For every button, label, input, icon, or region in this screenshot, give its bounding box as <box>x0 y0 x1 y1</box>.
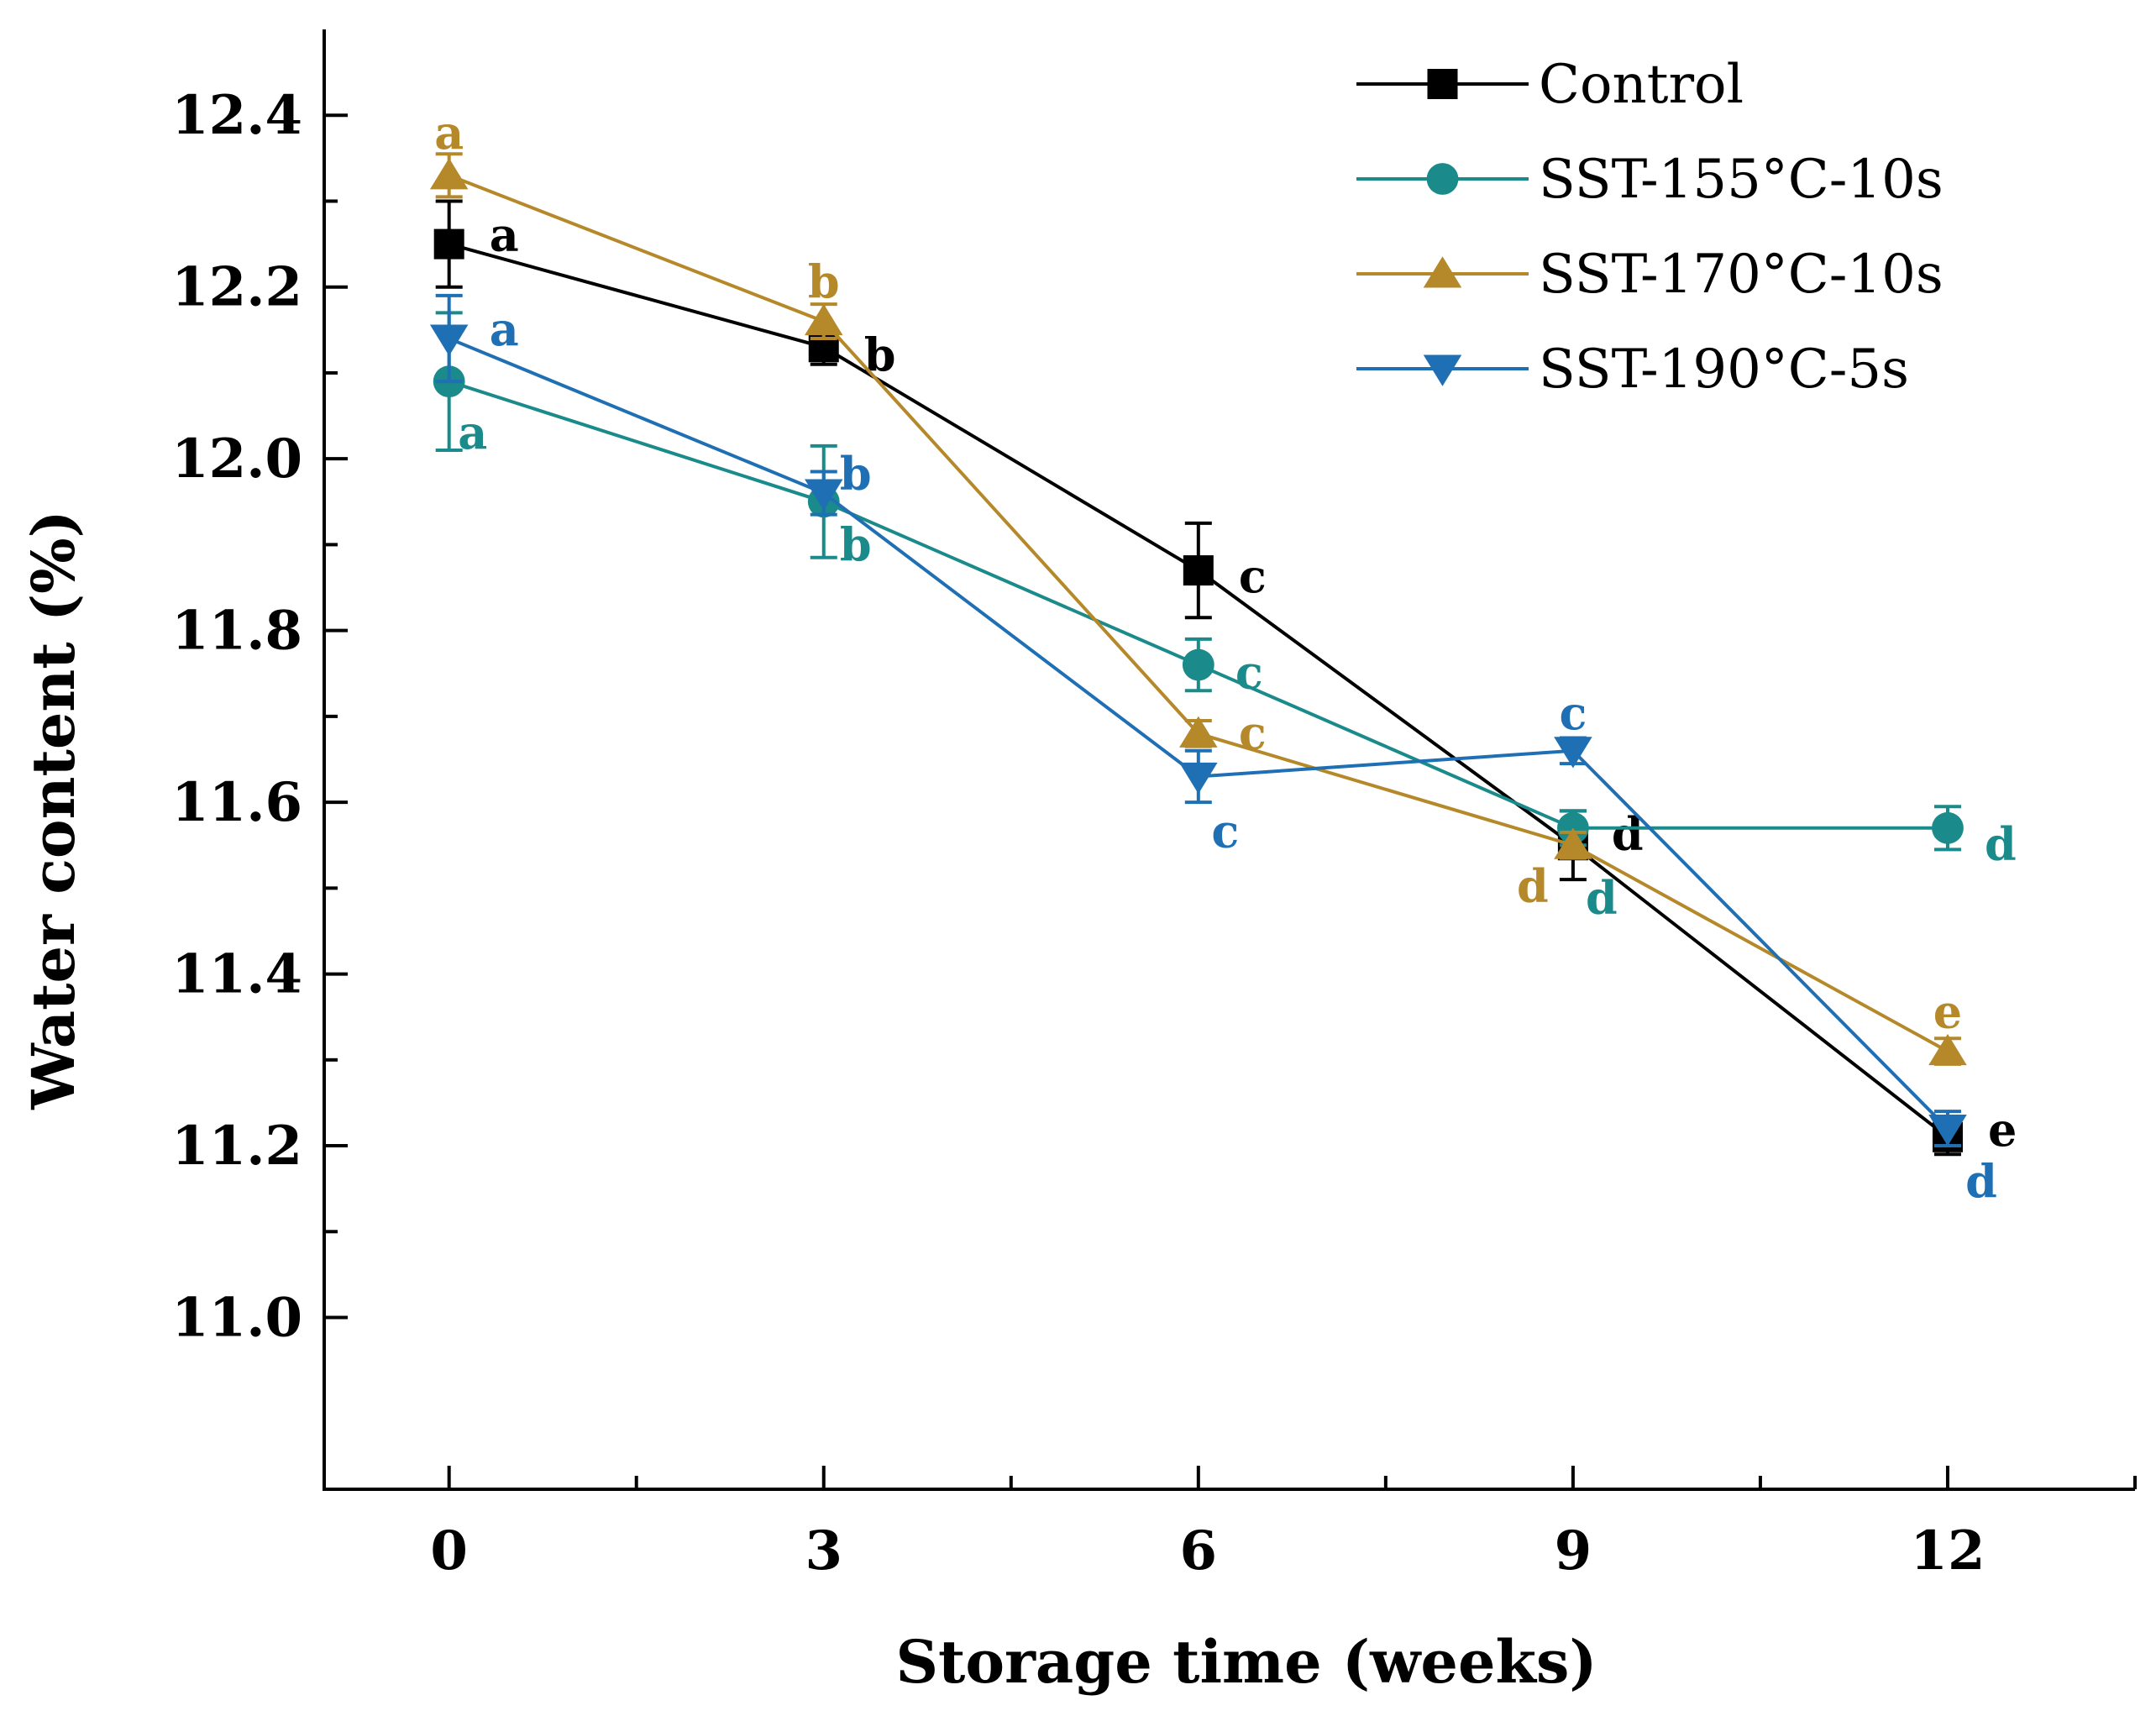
significance-letter: c <box>1211 804 1239 858</box>
y-tick-label: 12.4 <box>171 84 302 147</box>
y-tick-label: 12.0 <box>171 428 302 491</box>
data-point-sst-190 <box>1179 762 1218 795</box>
data-point-sst-170 <box>429 158 469 190</box>
significance-letter: a <box>490 302 519 356</box>
legend-label: SST-170°C-10s <box>1539 244 1944 306</box>
series-sst-170: a b c d e <box>429 106 1967 1066</box>
data-point-sst-170 <box>1554 827 1592 859</box>
x-axis-title: Storage time (weeks) <box>895 1627 1597 1697</box>
significance-letter: e <box>1933 985 1962 1039</box>
data-point-sst-190 <box>804 479 843 511</box>
significance-letter: d <box>1965 1155 1997 1209</box>
legend-label: Control <box>1539 54 1744 116</box>
x-tick-label: 6 <box>1180 1519 1218 1582</box>
legend-entry-sst-155: SST-155°C-10s <box>1356 149 1944 211</box>
y-tick-label: 11.2 <box>171 1115 302 1178</box>
significance-letter: c <box>1235 646 1263 700</box>
data-point-sst-190 <box>1554 737 1592 769</box>
significance-letter: d <box>1586 871 1618 925</box>
data-point-control <box>1183 555 1214 586</box>
significance-letter: c <box>1239 549 1267 603</box>
legend: Control SST-155°C-10s SST-170°C-10s SST-190… <box>1356 54 1944 401</box>
legend-marker <box>1426 163 1459 195</box>
significance-letter: d <box>1985 817 2017 871</box>
significance-letter: c <box>1239 706 1267 759</box>
data-point-sst-155 <box>1932 811 1964 844</box>
legend-marker <box>1423 354 1462 386</box>
significance-letter: a <box>458 406 487 459</box>
data-point-control <box>433 228 464 260</box>
x-tick-label: 3 <box>805 1519 842 1582</box>
significance-letter: b <box>864 328 896 381</box>
significance-letter: b <box>808 255 840 309</box>
y-tick-label: 11.4 <box>171 943 302 1006</box>
data-point-sst-190 <box>1928 1115 1967 1147</box>
x-tick-label: 12 <box>1910 1519 1985 1582</box>
data-point-sst-170 <box>1179 716 1218 748</box>
legend-marker <box>1427 69 1458 99</box>
x-tick-label: 0 <box>430 1519 468 1582</box>
data-point-sst-190 <box>429 324 469 356</box>
significance-letter: d <box>1517 859 1549 913</box>
significance-letter: a <box>434 106 464 160</box>
y-tick-label: 11.6 <box>171 771 302 834</box>
data-point-sst-170 <box>1928 1033 1967 1066</box>
y-tick-label: 12.2 <box>171 256 302 319</box>
y-axis-title: Water content (%) <box>18 510 88 1110</box>
significance-letter: b <box>840 447 872 501</box>
legend-entry-sst-190: SST-190°C-5s <box>1356 339 1909 401</box>
legend-label: SST-155°C-10s <box>1539 149 1944 211</box>
data-point-sst-155 <box>1182 648 1214 681</box>
legend-entry-control: Control <box>1356 54 1744 116</box>
significance-letter: a <box>490 208 519 262</box>
data-point-sst-170 <box>804 303 843 336</box>
y-tick-label: 11.0 <box>171 1287 302 1350</box>
significance-letter: e <box>1988 1103 2017 1157</box>
y-tick-label: 11.8 <box>171 600 302 663</box>
legend-entry-sst-170: SST-170°C-10s <box>1356 244 1944 306</box>
axes: 11.0 11.2 11.4 11.6 11.8 12.0 12.2 12.4 0 3 6 9 12 St… <box>18 29 2137 1697</box>
x-tick-label: 9 <box>1555 1519 1592 1582</box>
legend-marker <box>1423 256 1462 288</box>
significance-letter: c <box>1559 686 1587 740</box>
legend-label: SST-190°C-5s <box>1539 339 1909 401</box>
